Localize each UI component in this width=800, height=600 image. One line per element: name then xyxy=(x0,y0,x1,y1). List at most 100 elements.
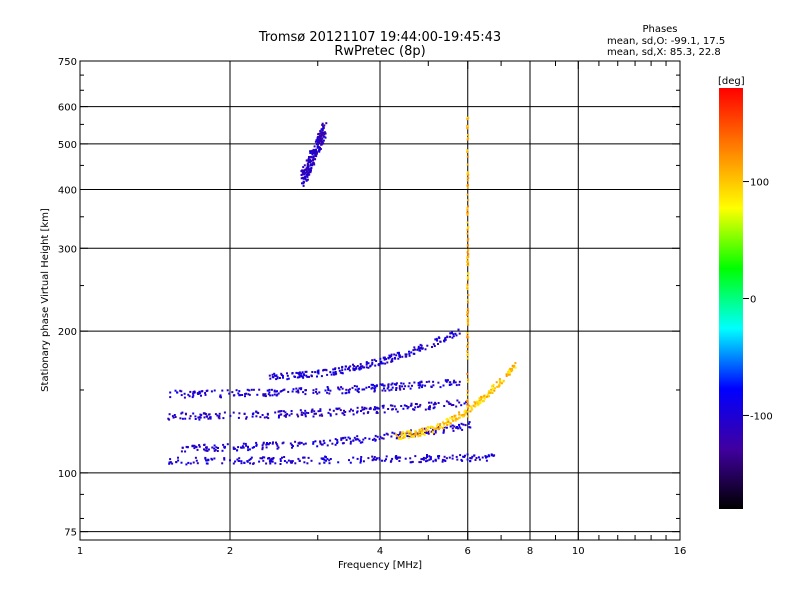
echo-point xyxy=(298,373,301,376)
echo-point xyxy=(429,425,432,428)
echo-point xyxy=(395,408,398,411)
echo-point xyxy=(308,375,310,378)
y-tick-label: 300 xyxy=(58,244,77,255)
echo-point xyxy=(467,278,469,281)
echo-point xyxy=(412,435,415,438)
echo-point xyxy=(323,458,326,461)
echo-point xyxy=(306,159,308,162)
echo-point xyxy=(397,434,399,436)
echo-point xyxy=(417,345,420,348)
echo-point xyxy=(466,399,469,402)
echo-point xyxy=(262,459,265,462)
echo-point xyxy=(437,402,440,404)
echo-point xyxy=(197,416,200,419)
echo-point xyxy=(198,416,201,419)
echo-point xyxy=(466,239,469,242)
echo-point xyxy=(469,405,472,408)
colorbar-tick-label: 0 xyxy=(750,295,756,306)
echo-point xyxy=(498,378,501,380)
echo-point xyxy=(242,442,245,445)
echo-point xyxy=(382,356,385,359)
echo-point xyxy=(238,412,241,415)
echo-point xyxy=(446,379,449,382)
echo-point xyxy=(235,389,238,392)
echo-point xyxy=(280,374,283,376)
echo-point xyxy=(274,390,277,393)
echo-point xyxy=(317,141,320,144)
echo-point xyxy=(232,394,235,397)
echo-point xyxy=(308,156,310,158)
echo-point xyxy=(414,429,417,432)
echo-point xyxy=(318,391,321,394)
echo-point xyxy=(283,460,286,462)
echo-point xyxy=(414,348,416,351)
echo-point xyxy=(297,391,300,394)
echo-point xyxy=(179,389,182,392)
echo-point xyxy=(456,458,459,461)
echo-point xyxy=(402,407,405,410)
x-tick-label: 4 xyxy=(377,546,383,557)
echo-point xyxy=(329,389,332,392)
x-tick-label: 16 xyxy=(674,546,687,557)
echo-point xyxy=(469,457,472,460)
echo-point xyxy=(418,383,421,386)
echo-point xyxy=(427,407,430,410)
echo-point xyxy=(281,456,283,459)
echo-point xyxy=(474,403,477,406)
echo-point xyxy=(226,443,229,446)
echo-point xyxy=(466,334,469,337)
echo-point xyxy=(498,384,501,387)
echo-point xyxy=(305,370,308,373)
echo-point xyxy=(408,434,411,436)
echo-point xyxy=(448,402,451,405)
echo-point xyxy=(375,384,378,387)
echo-point xyxy=(205,446,207,449)
echo-point xyxy=(350,408,352,411)
echo-point xyxy=(315,390,317,393)
echo-point xyxy=(296,376,299,379)
echo-point xyxy=(434,431,437,434)
echo-point xyxy=(320,143,323,146)
echo-point xyxy=(236,458,239,461)
echo-point xyxy=(468,421,471,424)
echo-point xyxy=(305,411,308,414)
echo-point xyxy=(390,383,393,386)
echo-point xyxy=(467,125,469,128)
echo-point xyxy=(366,411,369,414)
echo-point xyxy=(297,389,300,392)
echo-point xyxy=(312,157,315,160)
echo-point xyxy=(463,456,466,458)
echo-point xyxy=(347,389,350,392)
echo-point xyxy=(306,375,309,378)
echo-point xyxy=(328,459,331,462)
echo-point xyxy=(466,213,469,216)
echo-point xyxy=(444,336,447,339)
echo-point xyxy=(169,458,172,461)
echo-point xyxy=(478,402,481,405)
echo-point xyxy=(302,391,305,394)
echo-point xyxy=(414,455,417,458)
echo-point xyxy=(338,407,341,410)
echo-point xyxy=(232,447,235,450)
echo-point xyxy=(463,410,466,413)
echo-point xyxy=(294,462,297,465)
echo-point xyxy=(419,430,422,433)
echo-point xyxy=(251,415,254,418)
echo-point xyxy=(301,375,304,378)
echo-point xyxy=(237,416,240,419)
echo-point xyxy=(271,394,274,397)
echo-point xyxy=(323,461,326,464)
echo-point xyxy=(301,171,304,174)
echo-point xyxy=(341,392,344,395)
echo-point xyxy=(245,392,248,395)
echo-point xyxy=(312,442,315,445)
echo-point xyxy=(398,387,401,390)
echo-point xyxy=(321,133,323,136)
echo-point xyxy=(266,412,269,415)
echo-point xyxy=(336,442,339,445)
echo-point xyxy=(184,450,187,453)
echo-point xyxy=(340,437,343,440)
echo-point xyxy=(177,459,180,462)
echo-point xyxy=(403,404,406,407)
